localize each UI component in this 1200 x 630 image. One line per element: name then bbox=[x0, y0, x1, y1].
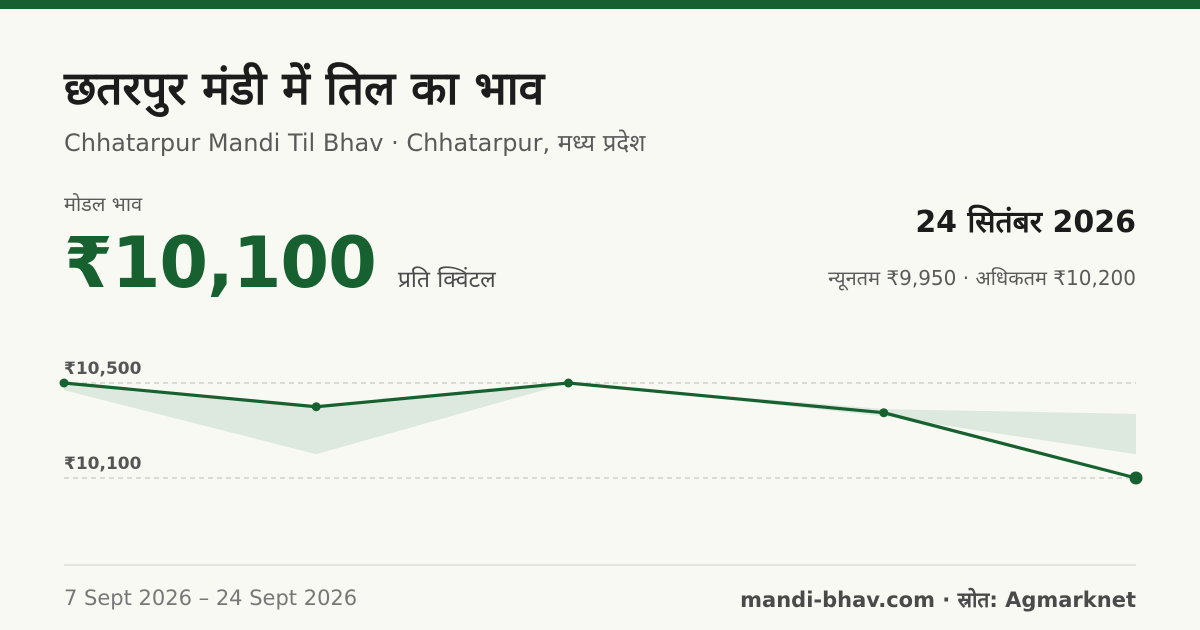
range-band-area bbox=[64, 383, 1136, 455]
date-range: 7 Sept 2026 – 24 Sept 2026 bbox=[64, 586, 358, 610]
y-tick-label: ₹10,100 bbox=[64, 454, 142, 474]
chart-series bbox=[59, 378, 1143, 485]
price-unit: प्रति क्विंटल bbox=[397, 267, 496, 293]
min-max-price: न्यूनतम ₹9,950 · अधिकतम ₹10,200 bbox=[828, 266, 1136, 290]
footer-divider bbox=[64, 564, 1136, 566]
modal-price-value: ₹10,100 bbox=[64, 222, 377, 304]
source-credit: mandi-bhav.com · स्रोत: Agmarknet bbox=[740, 588, 1136, 612]
data-point bbox=[59, 378, 69, 388]
top-accent-bar bbox=[0, 0, 1200, 9]
chart-range-band bbox=[64, 383, 1136, 455]
latest-data-point bbox=[1129, 471, 1143, 485]
page-title: छतरपुर मंडी में तिल का भाव bbox=[64, 61, 545, 115]
price-date: 24 सितंबर 2026 bbox=[915, 205, 1136, 240]
y-tick-label: ₹10,500 bbox=[64, 359, 142, 379]
price-trend-chart: ₹10,500 ₹10,100 bbox=[59, 359, 1143, 485]
modal-price: ₹10,100 प्रति क्विंटल bbox=[64, 222, 496, 304]
chart-grid bbox=[64, 382, 1136, 479]
data-point bbox=[311, 402, 321, 412]
modal-price-label: मोडल भाव bbox=[64, 192, 143, 216]
data-point bbox=[563, 378, 573, 388]
page-subtitle: Chhatarpur Mandi Til Bhav · Chhatarpur, … bbox=[64, 129, 646, 157]
chart-axis-labels: ₹10,500 ₹10,100 bbox=[64, 359, 142, 474]
data-point bbox=[879, 408, 889, 418]
